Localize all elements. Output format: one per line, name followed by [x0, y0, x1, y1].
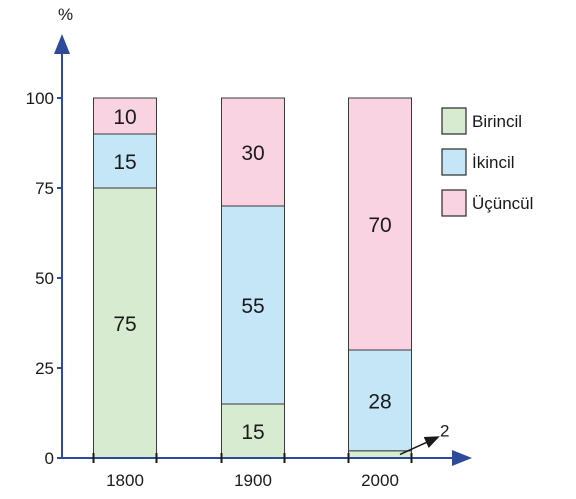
x-tick-label: 1800 — [106, 471, 144, 490]
bar-segment-2000-1 — [348, 349, 412, 452]
data-label-1800-1: 15 — [113, 151, 136, 174]
callout-arrow — [399, 436, 440, 456]
y-tick-label: 75 — [35, 179, 54, 198]
small-value-callout: 2 — [399, 421, 449, 456]
axes — [54, 34, 472, 466]
y-axis-ticks: 0 25 50 75 100 — [26, 89, 62, 468]
x-tick-label: 1900 — [234, 471, 272, 490]
legend-swatch — [441, 107, 467, 135]
bar-segment-2000-2 — [348, 97, 412, 351]
bar-segment-1900-2 — [221, 97, 285, 207]
data-label-1800-2: 10 — [113, 106, 136, 129]
legend: Birincil İkincil Üçüncül — [441, 107, 533, 217]
bar-segment-2000-0 — [348, 450, 412, 459]
legend-label: Birincil — [472, 112, 522, 131]
x-tick-label: 2000 — [361, 471, 399, 490]
data-label-2000-1: 28 — [368, 390, 391, 413]
x-axis-ticks: 1800 1900 2000 — [92, 453, 413, 490]
data-label-1900-0: 15 — [241, 421, 264, 444]
legend-label: Üçüncül — [472, 194, 533, 213]
data-label-1900-2: 30 — [241, 142, 264, 165]
bar-segment-1800-0 — [93, 187, 157, 459]
legend-swatch — [441, 148, 467, 176]
data-label-1800-0: 75 — [113, 313, 136, 336]
y-tick-label: 25 — [35, 359, 54, 378]
y-axis-unit-label: % — [58, 5, 73, 24]
bars-group: 75 15 10 15 55 30 28 70 — [93, 97, 412, 459]
y-tick-label: 0 — [45, 449, 54, 468]
data-label-1900-1: 55 — [241, 295, 264, 318]
y-tick-label: 100 — [26, 89, 54, 108]
callout-label: 2 — [440, 421, 449, 440]
legend-swatch — [441, 189, 467, 217]
data-label-2000-2: 70 — [368, 214, 391, 237]
bar-segment-1800-1 — [93, 133, 157, 189]
legend-label: İkincil — [472, 153, 515, 172]
bar-segment-1800-2 — [93, 97, 157, 135]
y-tick-label: 50 — [35, 269, 54, 288]
